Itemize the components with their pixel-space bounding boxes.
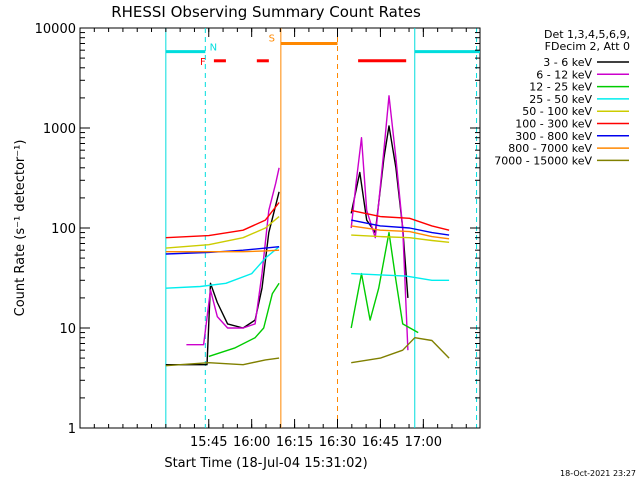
legend-decimation-line: FDecim 2, Att 0	[545, 40, 630, 53]
legend-detector-line: Det 1,3,4,5,6,9,	[544, 28, 630, 41]
legend-label-4: 50 - 100 keV	[522, 105, 592, 118]
y-tick-label: 100	[51, 222, 76, 237]
saa-annotation: S	[269, 33, 275, 44]
y-tick-label: 1000	[43, 122, 76, 137]
series-line-6-1	[351, 219, 450, 236]
flare-annotation: F	[200, 57, 206, 68]
legend: Det 1,3,4,5,6,9, FDecim 2, Att 0 3 - 6 k…	[494, 28, 630, 167]
legend-label-5: 100 - 300 keV	[515, 118, 592, 131]
series-line-6-0	[165, 246, 280, 255]
series-line-4-1	[351, 234, 450, 243]
legend-label-2: 12 - 25 keV	[529, 81, 592, 94]
series-line-1-0	[186, 167, 280, 346]
legend-label-6: 300 - 800 keV	[515, 130, 592, 143]
x-tick-label: 16:30	[319, 435, 356, 450]
x-axis-label: Start Time (18-Jul-04 15:31:02)	[164, 456, 367, 471]
data-layer: NF S	[165, 28, 480, 428]
x-tick-label: 16:45	[362, 435, 399, 450]
series-line-7-1	[351, 225, 450, 240]
series-line-8-1	[351, 337, 450, 364]
x-tick-label: 17:00	[405, 435, 442, 450]
chart-title: RHESSI Observing Summary Count Rates	[111, 3, 421, 21]
plot-frame	[79, 27, 481, 429]
series-line-5-0	[165, 202, 280, 239]
y-tick-label: 10	[59, 322, 76, 337]
legend-label-8: 7000 - 15000 keV	[494, 154, 592, 167]
series-line-2-0	[208, 282, 280, 358]
series-line-3-0	[165, 246, 280, 289]
plot-border	[79, 27, 481, 429]
x-tick-label: 16:15	[276, 435, 313, 450]
legend-label-3: 25 - 50 keV	[529, 93, 592, 106]
series-line-3-1	[351, 272, 450, 281]
y-axis-label: Count Rate (s⁻¹ detector⁻¹)	[13, 140, 28, 317]
x-tick-label: 15:45	[190, 435, 227, 450]
legend-label-1: 6 - 12 keV	[536, 68, 592, 81]
night-annotation: N	[210, 43, 217, 54]
y-tick-label: 10000	[35, 22, 76, 37]
series-line-4-0	[165, 216, 280, 249]
axes-layer: 15:45 16:00 16:15 16:30 16:45 17:00 1 10 100 1000…	[35, 22, 480, 450]
legend-label-7: 800 - 7000 keV	[508, 142, 592, 155]
series-line-0-0	[165, 191, 280, 366]
legend-label-0: 3 - 6 keV	[543, 56, 592, 69]
timestamp: 18-Oct-2021 23:27	[560, 469, 636, 478]
y-tick-label: 1	[68, 422, 76, 437]
x-tick-label: 16:00	[233, 435, 270, 450]
series-line-5-1	[351, 209, 450, 231]
series-line-1-1	[350, 95, 409, 351]
series-line-2-1	[350, 231, 419, 334]
series-line-7-0	[165, 249, 280, 253]
series-line-8-0	[165, 357, 280, 367]
